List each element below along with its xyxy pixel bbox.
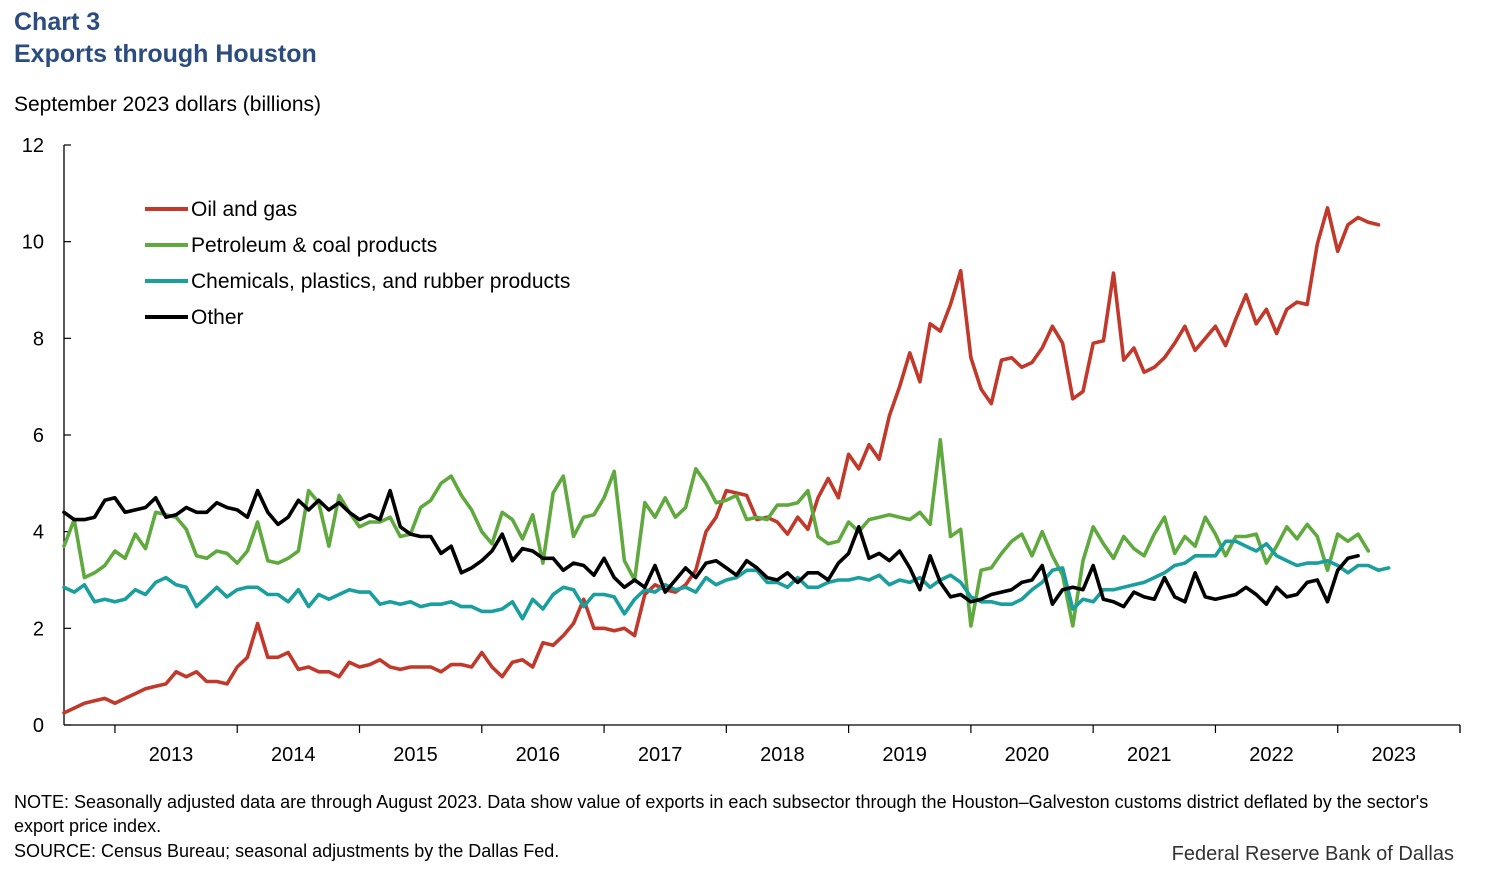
y-tick-label: 4 xyxy=(33,522,44,544)
series-line-1 xyxy=(62,437,1371,628)
x-tick-label: 2021 xyxy=(1127,744,1172,766)
chart-axes: 0 2 4 6 8 10 12 2013 2014 2015 2016 2017 2018 2019 202… xyxy=(22,135,1461,766)
legend-label-1: Petroleum & coal products xyxy=(191,234,437,257)
line-chart: 0 2 4 6 8 10 12 2013 2014 2015 2016 2017 2018 2019 202… xyxy=(22,135,1461,766)
y-tick-label: 10 xyxy=(22,232,44,254)
y-tick-label: 12 xyxy=(22,135,44,157)
chart-number: Chart 3 xyxy=(14,8,101,36)
y-tick-label: 0 xyxy=(33,715,44,737)
legend-label-0: Oil and gas xyxy=(191,198,297,221)
chart-source: SOURCE: Census Bureau; seasonal adjustme… xyxy=(14,841,560,861)
series-line-0 xyxy=(62,206,1381,715)
x-tick-label: 2013 xyxy=(149,744,194,766)
y-tick-label: 6 xyxy=(33,425,44,447)
publisher-credit: Federal Reserve Bank of Dallas xyxy=(1171,843,1454,865)
x-tick-label: 2017 xyxy=(638,744,683,766)
y-tick-label: 2 xyxy=(33,618,44,640)
x-tick-label: 2022 xyxy=(1249,744,1294,766)
series-line-2 xyxy=(62,539,1391,621)
series-line-3 xyxy=(62,488,1360,609)
x-tick-label: 2023 xyxy=(1372,744,1417,766)
x-tick-label: 2015 xyxy=(393,744,438,766)
x-tick-label: 2014 xyxy=(271,744,316,766)
x-tick-label: 2020 xyxy=(1005,744,1050,766)
x-tick-label: 2018 xyxy=(760,744,805,766)
chart-note: NOTE: Seasonally adjusted data are throu… xyxy=(14,792,1429,836)
x-tick-label: 2019 xyxy=(882,744,927,766)
legend-label-3: Other xyxy=(191,306,244,329)
x-tick-label: 2016 xyxy=(516,744,561,766)
chart-series xyxy=(62,206,1391,715)
y-tick-label: 8 xyxy=(33,328,44,350)
chart-title: Exports through Houston xyxy=(14,40,317,68)
y-axis-unit-label: September 2023 dollars (billions) xyxy=(14,93,321,116)
chart-legend: Oil and gas Petroleum & coal products Chem… xyxy=(145,198,570,329)
legend-label-2: Chemicals, plastics, and rubber products xyxy=(191,270,570,293)
